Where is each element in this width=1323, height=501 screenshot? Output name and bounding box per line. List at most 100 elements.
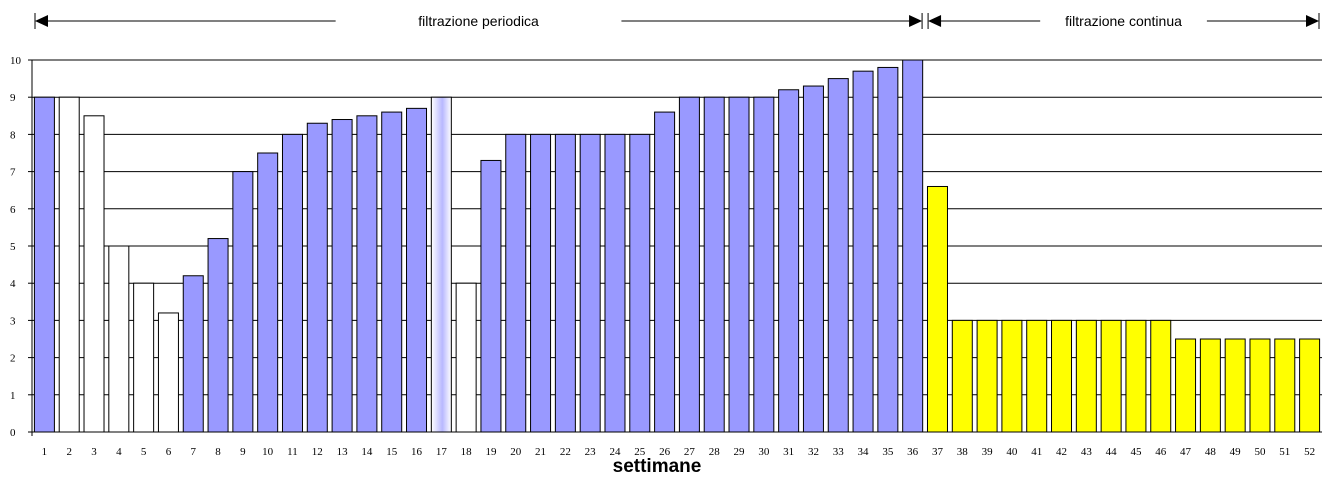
x-tick-label: 34	[858, 446, 870, 458]
bar-week-13	[331, 119, 353, 433]
x-tick-label: 44	[1106, 446, 1118, 458]
bar-week-2	[58, 96, 80, 433]
bar-week-49	[1224, 338, 1246, 433]
x-tick-label: 41	[1031, 446, 1042, 458]
bar-week-43	[1075, 319, 1097, 433]
x-tick-label: 3	[91, 446, 97, 458]
x-tick-label: 36	[907, 446, 919, 458]
x-tick-label: 29	[734, 446, 746, 458]
bar-week-16	[406, 107, 428, 433]
bar-week-32	[802, 85, 824, 433]
arrow-head	[909, 15, 923, 27]
x-tick-label: 33	[833, 446, 845, 458]
x-tick-label: 12	[312, 446, 323, 458]
bar-week-39	[976, 319, 998, 433]
x-tick-label: 50	[1254, 446, 1266, 458]
x-tick-label: 22	[560, 446, 571, 458]
arrow-head	[35, 15, 48, 27]
bar-week-44	[1100, 319, 1122, 433]
x-tick-label: 43	[1081, 446, 1093, 458]
x-tick-label: 30	[758, 446, 770, 458]
bar-week-41	[1026, 319, 1048, 433]
bar-week-12	[306, 122, 328, 433]
bar-week-25	[629, 133, 651, 433]
bar-week-26	[654, 111, 676, 433]
x-tick-label: 21	[535, 446, 546, 458]
x-tick-label: 16	[411, 446, 423, 458]
bar-week-14	[356, 115, 378, 433]
x-tick-label: 13	[337, 446, 349, 458]
arrow-head	[1306, 15, 1319, 27]
bar-week-36	[902, 59, 924, 433]
bar-week-27	[678, 96, 700, 433]
bar-week-40	[1001, 319, 1023, 433]
annotations: filtrazione periodica filtrazione continu…	[34, 13, 1320, 29]
x-tick-label: 17	[436, 446, 448, 458]
annotation-label: filtrazione continua	[1065, 13, 1182, 29]
x-tick-label: 52	[1304, 446, 1315, 458]
bar-week-46	[1150, 319, 1172, 433]
y-tick-label: 3	[10, 315, 16, 327]
bar-week-3	[83, 115, 105, 433]
x-tick-label: 39	[982, 446, 994, 458]
bar-week-50	[1249, 338, 1271, 433]
x-tick-label: 38	[957, 446, 969, 458]
bar-week-11	[281, 133, 303, 433]
x-tick-label: 14	[361, 446, 373, 458]
bar-week-18	[455, 282, 477, 433]
x-tick-label: 20	[510, 446, 522, 458]
bars	[33, 59, 1321, 433]
y-tick-label: 0	[10, 427, 16, 439]
bar-week-5	[133, 282, 155, 433]
bar-week-42	[1051, 319, 1073, 433]
x-tick-label: 2	[66, 446, 72, 458]
bar-week-1	[33, 96, 55, 433]
arrow-head	[928, 15, 942, 27]
annotation-label: filtrazione periodica	[418, 13, 539, 29]
x-tick-label: 46	[1155, 446, 1167, 458]
x-tick-label: 45	[1130, 446, 1142, 458]
bar-week-31	[778, 89, 800, 433]
bar-week-9	[232, 171, 254, 433]
bar-week-6	[157, 312, 179, 433]
x-tick-label: 42	[1056, 446, 1067, 458]
bar-week-45	[1125, 319, 1147, 433]
x-tick-label: 5	[141, 446, 147, 458]
x-tick-label: 18	[461, 446, 473, 458]
x-tick-label: 8	[215, 446, 221, 458]
x-axis-label: settimane	[613, 456, 702, 477]
y-tick-label: 9	[10, 92, 16, 104]
bar-week-47	[1175, 338, 1197, 433]
x-tick-label: 51	[1279, 446, 1290, 458]
bar-week-17	[430, 96, 452, 433]
x-tick-label: 37	[932, 446, 944, 458]
x-tick-label: 28	[709, 446, 721, 458]
x-tick-label: 32	[808, 446, 819, 458]
x-tick-label: 26	[659, 446, 671, 458]
x-tick-label: 9	[240, 446, 246, 458]
x-tick-label: 27	[684, 446, 696, 458]
bar-week-52	[1299, 338, 1321, 433]
bar-week-4	[108, 245, 130, 433]
bar-week-29	[728, 96, 750, 433]
x-tick-label: 49	[1230, 446, 1242, 458]
bar-week-28	[703, 96, 725, 433]
y-tick-label: 8	[10, 129, 16, 141]
x-tick-label: 35	[882, 446, 894, 458]
x-tick-label: 23	[585, 446, 597, 458]
x-tick-label: 11	[287, 446, 298, 458]
y-tick-label: 6	[10, 204, 16, 216]
y-tick-labels: 0 1 2 3 4 5 6 7 8 9 10	[10, 55, 22, 439]
x-tick-label: 15	[386, 446, 398, 458]
x-tick-label: 31	[783, 446, 794, 458]
bar-week-20	[505, 133, 527, 433]
bar-week-10	[257, 152, 279, 433]
x-tick-label: 47	[1180, 446, 1192, 458]
bar-week-30	[753, 96, 775, 433]
x-tick-label: 7	[191, 446, 197, 458]
y-tick-label: 2	[10, 353, 16, 365]
bar-week-24	[604, 133, 626, 433]
x-tick-label: 10	[262, 446, 274, 458]
bar-week-51	[1274, 338, 1296, 433]
bar-week-23	[579, 133, 601, 433]
